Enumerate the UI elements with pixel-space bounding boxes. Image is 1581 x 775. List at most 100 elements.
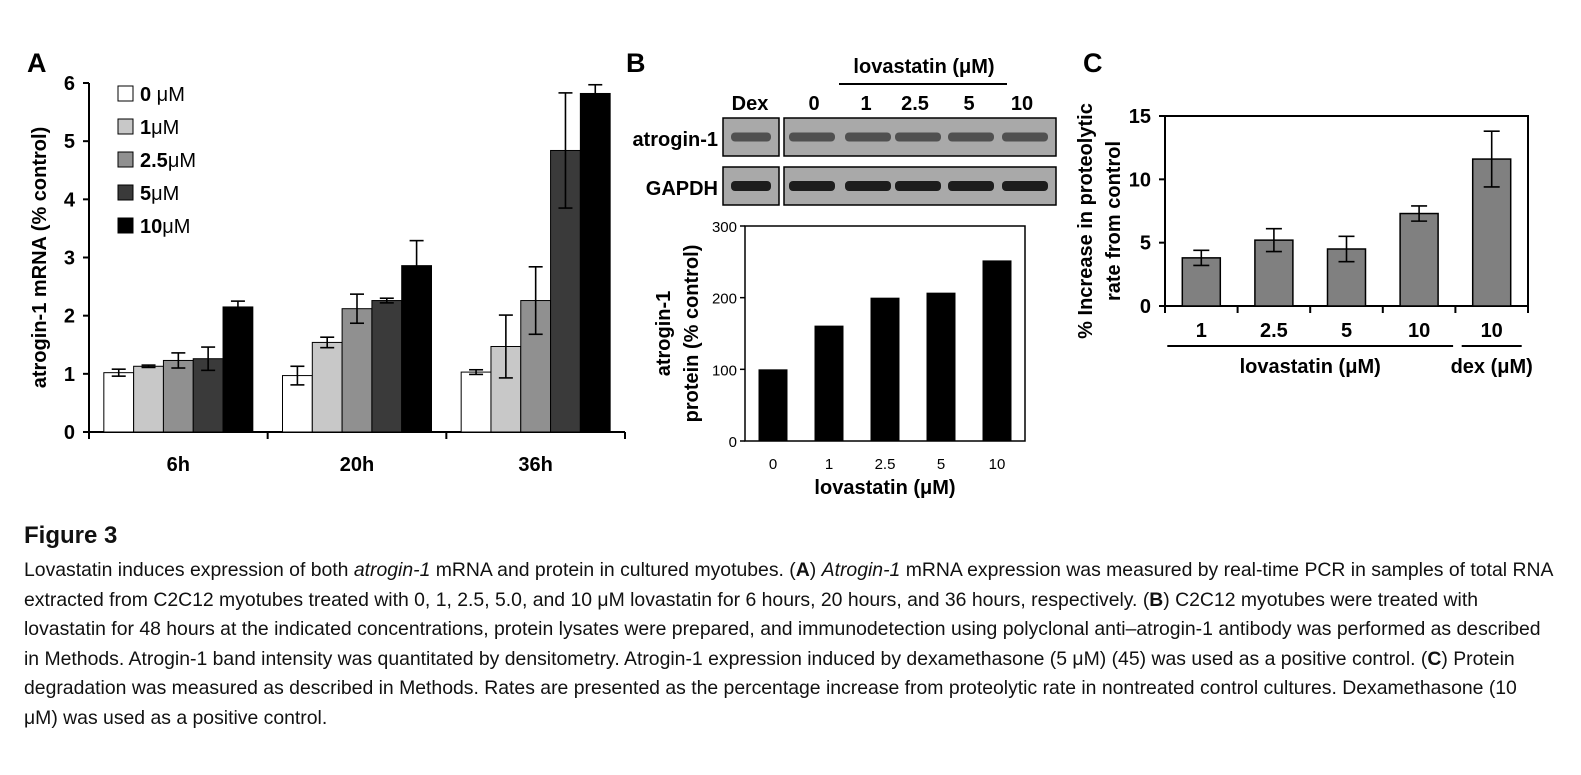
- caption-text-run: mRNA expression was measured by real-tim…: [24, 559, 1553, 611]
- panel-a-y-tick-label: 5: [64, 131, 75, 153]
- panel-a-y-tick-label: 0: [64, 422, 75, 444]
- panel-a-legend-label: 1μM: [140, 117, 179, 139]
- panel-b-y-tick-label: 200: [712, 291, 737, 308]
- panel-a-bar: [133, 365, 164, 433]
- panel-a-bar: [341, 308, 373, 433]
- panel-a-legend-entry: 5μM: [117, 183, 179, 205]
- panel-c-y-tick-label: 10: [1129, 169, 1151, 191]
- panel-a-legend-swatch: [117, 85, 134, 102]
- panel-c-letter: C: [1083, 48, 1103, 78]
- blot-row-label: GAPDH: [646, 178, 718, 200]
- caption-text-run: C: [1427, 647, 1442, 670]
- panel-b-bar: [814, 325, 844, 441]
- panel-a-bar: [103, 372, 135, 433]
- panel-c-bar: [1399, 212, 1439, 307]
- blot-band: [948, 181, 994, 191]
- panel-a-letter: A: [27, 48, 47, 78]
- panel-b-bar: [926, 292, 956, 441]
- panel-c-y-tick-label: 0: [1140, 296, 1151, 318]
- blot-band: [1002, 132, 1048, 142]
- blot-row-label: atrogin-1: [632, 129, 718, 151]
- panel-b-x-tick-label: 0: [769, 456, 777, 473]
- panel-c-x-tick-label: 5: [1341, 320, 1352, 342]
- panel-c-y-tick-label: 15: [1129, 106, 1151, 128]
- panel-a-y-tick-label: 3: [64, 248, 75, 270]
- panel-c-y-axis-title-line1: % Increase in proteolytic: [1075, 103, 1097, 339]
- blot-lane-label: 10: [1011, 93, 1033, 115]
- blot-band: [845, 181, 891, 191]
- blot-lane-label: 5: [963, 93, 974, 115]
- caption-text-run: mRNA and protein in cultured myotubes. (: [430, 559, 796, 581]
- caption-text-run: ) C2C12 myotubes were treated with lovas…: [24, 588, 1541, 670]
- caption-text-run: atrogin-1: [353, 559, 431, 581]
- panel-c-group-label: lovastatin (μM): [1240, 356, 1381, 378]
- panel-a-bar: [460, 371, 492, 433]
- figure-caption-body: Lovastatin induces expression of both at…: [24, 556, 1554, 734]
- panel-c-x-tick-label: 1: [1196, 320, 1207, 342]
- caption-text-run: Atrogin-1: [821, 559, 901, 581]
- panel-a-legend-label: 2.5μM: [140, 150, 196, 172]
- blot-band: [1002, 181, 1048, 191]
- caption-text-run: Lovastatin induces expression of both: [24, 559, 354, 581]
- blot-band: [731, 181, 771, 191]
- panel-a-legend-entry: 10μM: [117, 216, 190, 238]
- panel-a-legend-swatch: [117, 151, 134, 168]
- panel-c-x-tick-label: 10: [1481, 320, 1503, 342]
- panel-a-legend-entry: 2.5μM: [117, 150, 196, 172]
- panel-b-x-axis-title: lovastatin (μM): [814, 477, 955, 499]
- panel-b-y-tick-label: 300: [712, 219, 737, 236]
- panel-a-bar: [222, 306, 254, 433]
- blot-band: [731, 132, 771, 142]
- panel-b-x-tick-label: 5: [937, 456, 945, 473]
- panel-a-legend-label: 0 μM: [140, 84, 185, 106]
- panel-a-x-tick-label: 36h: [518, 454, 552, 476]
- panel-b-y-tick-label: 100: [712, 362, 737, 379]
- figure-caption-title: Figure 3: [24, 522, 118, 549]
- panel-a-bar: [311, 341, 343, 433]
- blot-band: [789, 181, 835, 191]
- figure-3: A 0 1 2 3 4 5 6 atrogin-1 mRNA (% control) 6h 20h 3…: [27, 48, 1533, 499]
- panel-b-x-tick-label: 2.5: [875, 456, 896, 473]
- panel-b-bar: [870, 297, 900, 441]
- panel-a-y-tick-label: 1: [64, 364, 75, 386]
- panel-c-y-axis-title-line2: rate from control: [1103, 141, 1125, 301]
- panel-a-legend-swatch: [117, 118, 134, 135]
- panel-b-x-tick-label: 10: [989, 456, 1006, 473]
- panel-b-y-axis-title-line2: protein (% control): [681, 245, 703, 423]
- panel-a-legend-swatch: [117, 184, 134, 201]
- panel-c-x-tick-label: 2.5: [1260, 320, 1288, 342]
- panel-b-letter: B: [626, 48, 646, 78]
- blot-lane-label: 1: [860, 93, 871, 115]
- blot-band: [845, 132, 891, 142]
- blot-band: [895, 132, 941, 142]
- panel-a-bar: [401, 265, 433, 433]
- blot-group-label: lovastatin (μM): [853, 56, 994, 78]
- panel-a-legend-entry: 0 μM: [117, 84, 185, 106]
- blot-lane-label: 2.5: [901, 93, 929, 115]
- panel-a-bar: [371, 300, 403, 433]
- panel-a-legend-entry: 1μM: [117, 117, 179, 139]
- panel-a-y-tick-label: 2: [64, 306, 75, 328]
- panel-a-y-axis-title: atrogin-1 mRNA (% control): [29, 127, 51, 388]
- panel-a-legend-label: 10μM: [140, 216, 190, 238]
- caption-text-run: B: [1149, 588, 1164, 611]
- panel-b-bar: [758, 369, 788, 441]
- panel-c-x-tick-label: 10: [1408, 320, 1430, 342]
- blot-lane-label: 0: [808, 93, 819, 115]
- panel-a-y-tick-label: 6: [64, 73, 75, 95]
- caption-text-run: A: [795, 559, 810, 581]
- panel-a-bar: [579, 92, 611, 433]
- panel-b-bar: [982, 260, 1012, 441]
- panel-a-x-tick-label: 20h: [340, 454, 374, 476]
- panel-b-y-axis-title-line1: atrogin-1: [653, 291, 675, 377]
- blot-band: [948, 132, 994, 142]
- panel-b-y-tick-label: 0: [729, 434, 737, 451]
- blot-lane-label: Dex: [732, 93, 769, 115]
- panel-a-legend-swatch: [117, 217, 134, 234]
- panel-c-y-tick-label: 5: [1140, 233, 1151, 255]
- caption-text-run: ) Protein degradation was measured as de…: [24, 647, 1517, 729]
- blot-band: [789, 132, 835, 142]
- blot-band: [895, 181, 941, 191]
